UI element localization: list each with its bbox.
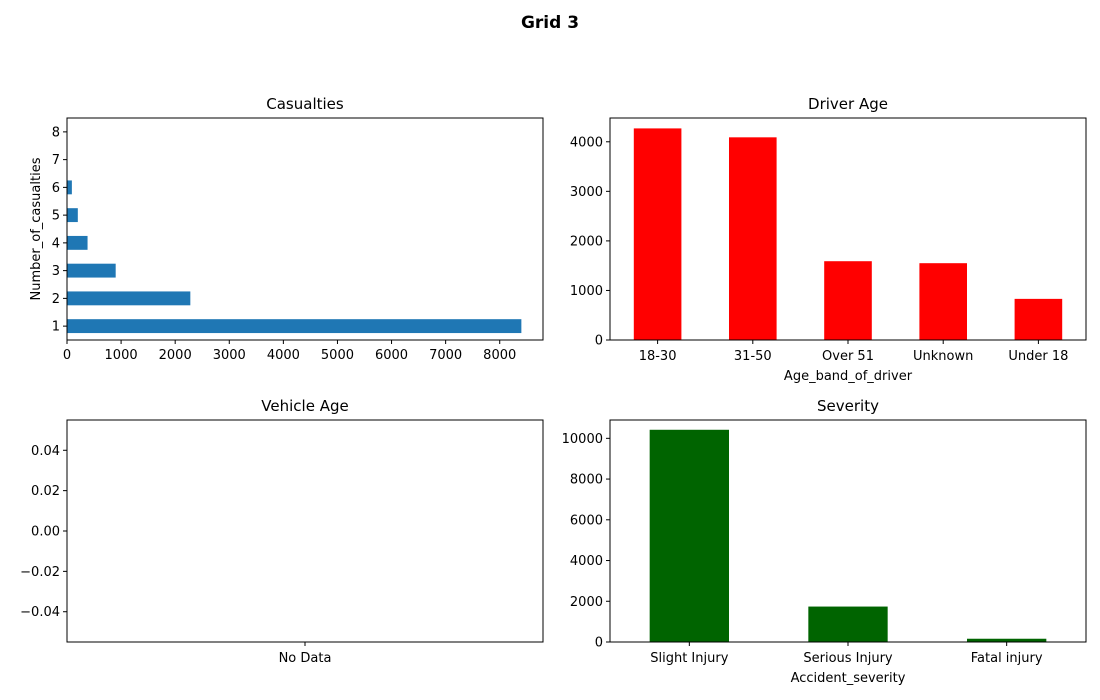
bar-Unknown — [919, 263, 967, 340]
bar-Over 51 — [824, 261, 872, 340]
x-tick-label: Under 18 — [1008, 349, 1068, 364]
x-tick-label: Serious Injury — [803, 651, 893, 666]
y-tick-label: 4000 — [570, 554, 603, 569]
y-tick-label: 1000 — [570, 284, 603, 299]
subplot-4: Severity Slight Injury Serious Injury Fatal… — [562, 397, 1087, 686]
y-tick-label: 2000 — [570, 234, 603, 249]
figure-title: Grid 3 — [521, 13, 579, 33]
bar-4 — [67, 235, 88, 250]
x-tick-label: 5000 — [321, 348, 354, 363]
bar-Under 18 — [1014, 298, 1063, 340]
y-axis-label: Number_of_casualties — [29, 157, 44, 300]
y-tick-label: 1 — [52, 320, 60, 335]
y-tick-label: 4000 — [570, 135, 603, 150]
x-tick-label: Slight Injury — [650, 651, 728, 666]
subplot-title: Casualties — [266, 95, 344, 113]
plot-frame — [66, 419, 544, 643]
x-tick-label: 2000 — [159, 348, 192, 363]
bar-3 — [67, 263, 116, 278]
bar-Fatal injury — [967, 638, 1047, 642]
y-tick-label: 2 — [52, 292, 60, 307]
y-tick-label: 0.00 — [31, 525, 60, 540]
y-tick-label: 3 — [52, 264, 60, 279]
x-tick-label: 0 — [63, 348, 71, 363]
y-tick-label: −0.04 — [20, 605, 60, 620]
y-tick-label: 0.04 — [31, 444, 60, 459]
bar-Serious Injury — [808, 606, 888, 642]
plot-frame — [609, 117, 1087, 341]
bar-5 — [67, 208, 78, 223]
subplot-2: Driver Age 18-30 31-50 Over 51 Unknown Under … — [570, 95, 1087, 384]
y-tick-label: 6000 — [570, 513, 603, 528]
subplot-3: Vehicle Age No Data 0.04 0.02 0.00 −0.02 −0.04 — [20, 397, 544, 666]
y-tick-label: 0.02 — [31, 484, 60, 499]
x-tick-label: 6000 — [375, 348, 408, 363]
bar-6 — [67, 180, 72, 195]
bars — [633, 128, 1063, 340]
x-tick-label: Over 51 — [822, 349, 874, 364]
x-tick-label: No Data — [279, 651, 332, 666]
bars — [67, 124, 522, 334]
y-tick-label: 10000 — [562, 432, 603, 447]
y-tick-label: 3000 — [570, 185, 603, 200]
x-tick-label: 1000 — [105, 348, 138, 363]
y-tick-label: −0.02 — [20, 565, 60, 580]
y-tick-label: 7 — [52, 153, 60, 168]
x-tick-label: 8000 — [483, 348, 516, 363]
y-tick-label: 0 — [595, 334, 603, 349]
y-tick-label: 8 — [52, 125, 60, 140]
x-tick-label: Unknown — [913, 349, 973, 364]
x-tick-label: 18-30 — [639, 349, 677, 364]
x-tick-label: 7000 — [429, 348, 462, 363]
x-axis-label: Age_band_of_driver — [784, 369, 913, 384]
bar-31-50 — [729, 137, 777, 340]
y-tick-label: 8000 — [570, 473, 603, 488]
x-tick-label: 31-50 — [734, 349, 772, 364]
bar-18-30 — [633, 128, 682, 340]
bar-Slight Injury — [649, 429, 729, 642]
subplot-title: Driver Age — [808, 95, 888, 113]
bar-2 — [67, 291, 191, 306]
x-tick-label: 3000 — [213, 348, 246, 363]
subplot-grid: Casualties 1 2 3 4 5 6 7 8 0 1000 2000 3000 4000 5000 6… — [20, 95, 1087, 686]
bars — [649, 429, 1047, 642]
x-tick-label: 4000 — [267, 348, 300, 363]
y-tick-label: 4 — [52, 236, 60, 251]
y-tick-label: 6 — [52, 181, 60, 196]
y-tick-label: 2000 — [570, 595, 603, 610]
y-tick-label: 5 — [52, 209, 60, 224]
plot-frame — [66, 117, 544, 341]
subplot-title: Vehicle Age — [261, 397, 348, 415]
x-tick-label: Fatal injury — [971, 651, 1043, 666]
subplot-1: Casualties 1 2 3 4 5 6 7 8 0 1000 2000 3000 4000 5000 6… — [29, 95, 544, 363]
x-axis-label: Accident_severity — [791, 671, 906, 686]
subplot-title: Severity — [817, 397, 879, 415]
bar-1 — [67, 319, 522, 334]
y-tick-label: 0 — [595, 636, 603, 651]
plot-frame — [609, 419, 1087, 643]
